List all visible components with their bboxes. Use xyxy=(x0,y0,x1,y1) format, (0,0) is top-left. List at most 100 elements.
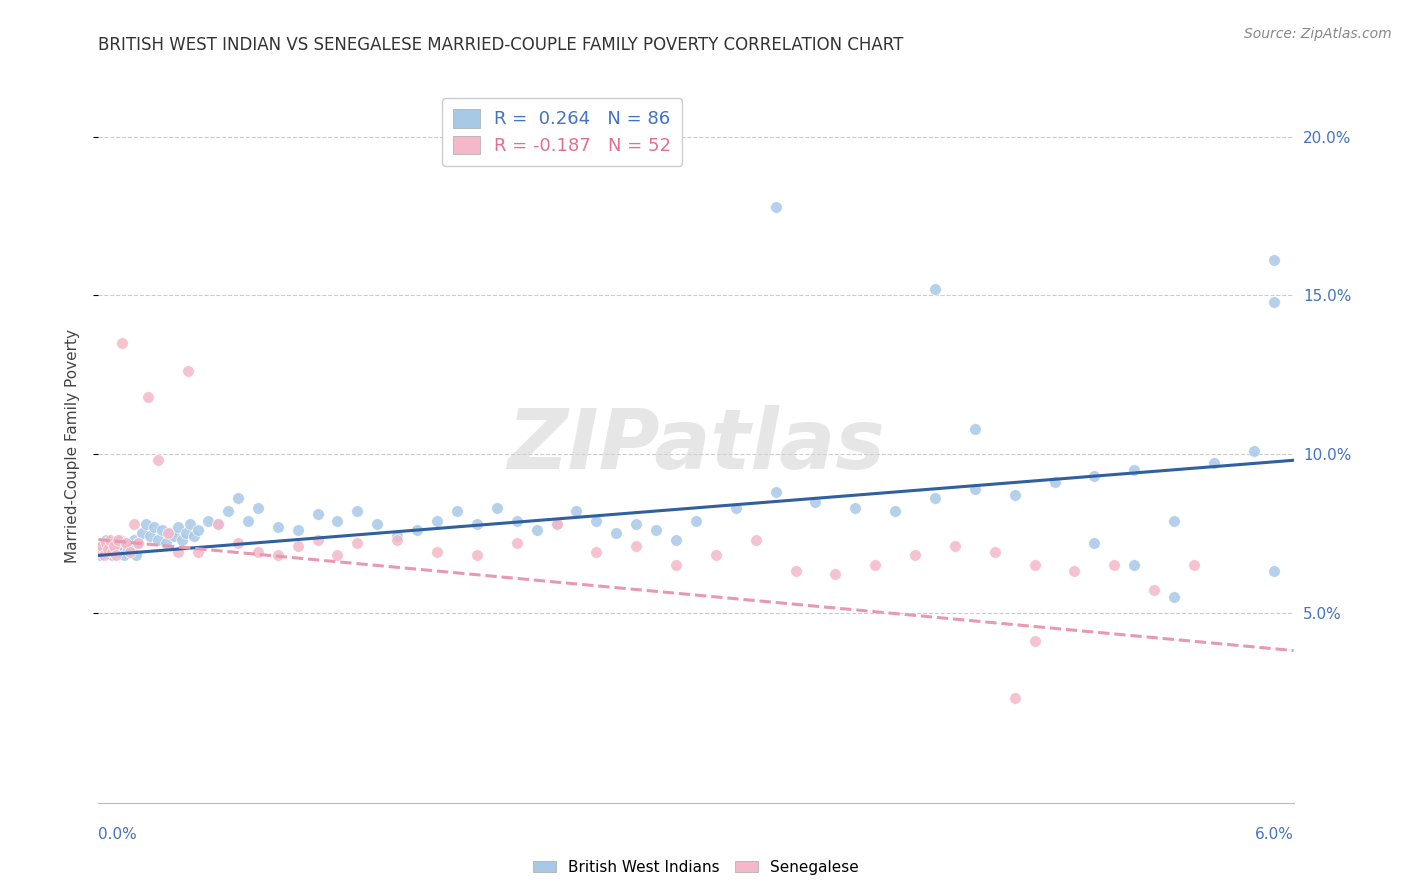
Point xyxy=(187,523,209,537)
Point xyxy=(465,516,488,531)
Point xyxy=(1043,475,1066,490)
Point xyxy=(157,526,180,541)
Point xyxy=(924,282,946,296)
Point xyxy=(143,520,166,534)
Point xyxy=(546,516,568,531)
Point xyxy=(446,504,468,518)
Text: 6.0%: 6.0% xyxy=(1254,827,1294,841)
Point xyxy=(1163,590,1185,604)
Point xyxy=(91,539,114,553)
Point xyxy=(167,520,190,534)
Point xyxy=(107,539,129,553)
Point xyxy=(863,558,887,572)
Point xyxy=(207,516,229,531)
Point xyxy=(101,545,124,559)
Point xyxy=(124,516,146,531)
Point xyxy=(307,533,329,547)
Point xyxy=(110,533,132,547)
Point xyxy=(844,500,866,515)
Point xyxy=(97,535,120,549)
Point xyxy=(105,545,128,559)
Point xyxy=(385,529,409,543)
Point xyxy=(267,549,290,563)
Point xyxy=(1123,463,1146,477)
Point xyxy=(385,533,409,547)
Point xyxy=(1083,469,1105,483)
Point xyxy=(267,520,290,534)
Point xyxy=(246,500,269,515)
Point xyxy=(98,542,122,557)
Point xyxy=(112,549,135,563)
Point xyxy=(546,516,568,531)
Point xyxy=(724,500,747,515)
Point xyxy=(1083,535,1105,549)
Point xyxy=(226,535,249,549)
Point xyxy=(1102,558,1125,572)
Point xyxy=(963,482,986,496)
Point xyxy=(346,535,368,549)
Point xyxy=(1263,294,1285,309)
Point xyxy=(117,542,139,557)
Point xyxy=(785,564,807,578)
Point xyxy=(765,485,787,500)
Point xyxy=(155,535,177,549)
Text: BRITISH WEST INDIAN VS SENEGALESE MARRIED-COUPLE FAMILY POVERTY CORRELATION CHAR: BRITISH WEST INDIAN VS SENEGALESE MARRIE… xyxy=(98,36,904,54)
Point xyxy=(93,545,115,559)
Point xyxy=(148,533,170,547)
Point xyxy=(1063,564,1085,578)
Point xyxy=(131,526,153,541)
Point xyxy=(183,529,205,543)
Point xyxy=(1243,443,1265,458)
Point xyxy=(96,533,118,547)
Point xyxy=(246,545,269,559)
Point xyxy=(105,549,128,563)
Point xyxy=(426,545,449,559)
Point xyxy=(127,535,149,549)
Legend: British West Indians, Senegalese: British West Indians, Senegalese xyxy=(527,854,865,880)
Point xyxy=(1004,691,1026,706)
Point xyxy=(704,549,727,563)
Point xyxy=(1202,457,1225,471)
Point xyxy=(127,535,149,549)
Point xyxy=(1024,634,1046,648)
Point xyxy=(115,535,138,549)
Point xyxy=(1263,253,1285,268)
Point xyxy=(426,514,449,528)
Point xyxy=(1143,583,1166,598)
Point xyxy=(366,516,388,531)
Point xyxy=(167,545,190,559)
Point xyxy=(685,514,707,528)
Point xyxy=(97,542,120,557)
Point xyxy=(943,539,966,553)
Point xyxy=(103,535,125,549)
Point xyxy=(346,504,368,518)
Point xyxy=(465,549,488,563)
Point xyxy=(174,526,197,541)
Point xyxy=(924,491,946,506)
Point xyxy=(136,390,159,404)
Point xyxy=(485,500,508,515)
Point xyxy=(585,514,607,528)
Point xyxy=(217,504,239,518)
Point xyxy=(326,549,349,563)
Point xyxy=(177,364,200,378)
Point xyxy=(103,539,125,553)
Text: ZIPatlas: ZIPatlas xyxy=(508,406,884,486)
Point xyxy=(125,549,148,563)
Point xyxy=(93,549,115,563)
Point xyxy=(1163,514,1185,528)
Point xyxy=(1024,558,1046,572)
Point xyxy=(187,545,209,559)
Point xyxy=(1123,558,1146,572)
Point xyxy=(226,491,249,506)
Point xyxy=(307,507,329,521)
Point xyxy=(111,335,134,350)
Point xyxy=(120,545,142,559)
Point xyxy=(406,523,429,537)
Point xyxy=(91,539,114,553)
Point xyxy=(605,526,627,541)
Point xyxy=(150,523,173,537)
Point xyxy=(236,514,259,528)
Point xyxy=(1004,488,1026,502)
Point xyxy=(585,545,607,559)
